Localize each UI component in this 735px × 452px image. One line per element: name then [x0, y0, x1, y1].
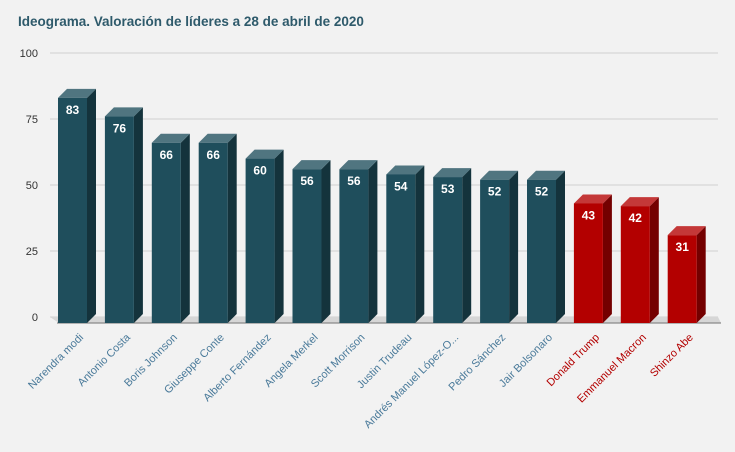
bar-top	[527, 170, 565, 180]
bar-front	[480, 179, 510, 323]
data-label: 76	[113, 121, 127, 135]
bar-top	[151, 133, 190, 143]
bar	[527, 170, 565, 323]
bar-side	[556, 170, 565, 323]
bar-top	[292, 160, 331, 170]
data-label: 52	[488, 185, 502, 199]
bar-top	[667, 226, 706, 236]
bar-front	[386, 174, 416, 323]
data-label: 56	[347, 174, 361, 188]
bar-front	[620, 206, 650, 323]
y-tick-label: 0	[32, 312, 38, 324]
bar-top	[339, 160, 378, 170]
bar-top	[198, 133, 237, 143]
bar	[151, 133, 190, 323]
data-label: 83	[66, 103, 80, 117]
bar-side	[368, 160, 378, 323]
data-label: 66	[207, 148, 221, 162]
bar-side	[274, 149, 284, 323]
bar-side	[696, 226, 706, 323]
bar	[339, 160, 378, 323]
bar-side	[462, 168, 472, 323]
bar-top	[386, 165, 425, 175]
bar-front	[339, 169, 369, 323]
bar-top	[620, 197, 659, 207]
bar	[58, 88, 96, 323]
data-label: 43	[582, 208, 596, 222]
bar-top	[480, 170, 519, 180]
bar	[292, 160, 331, 323]
data-label: 60	[253, 164, 267, 178]
bar	[620, 197, 659, 323]
bar	[480, 170, 519, 323]
bar-side	[227, 133, 237, 323]
bar-front	[151, 142, 181, 323]
bar-top	[433, 168, 472, 178]
bar-side	[180, 133, 190, 323]
bar-front	[667, 235, 697, 323]
y-tick-label: 100	[20, 48, 38, 60]
bar	[573, 194, 612, 323]
y-tick-label: 75	[26, 114, 38, 126]
bar	[433, 168, 472, 323]
bar-front	[58, 97, 87, 323]
bar	[245, 149, 284, 323]
data-label: 53	[441, 182, 455, 196]
bar-front	[292, 169, 322, 323]
bar-front	[573, 203, 603, 323]
bar-side	[602, 194, 612, 323]
bar-front	[433, 177, 463, 323]
bar-front	[198, 142, 228, 323]
chart-title: Ideograma. Valoración de líderes a 28 de…	[18, 14, 364, 29]
bar-front	[527, 179, 556, 323]
data-label: 66	[160, 148, 174, 162]
data-label: 54	[394, 179, 408, 193]
bar-front	[245, 158, 275, 323]
chart-floor	[50, 317, 721, 323]
bar-top	[104, 107, 143, 117]
bar-top	[245, 149, 284, 159]
y-tick-label: 50	[26, 180, 38, 192]
x-tick-label: Andrés Manuel López-O...	[362, 332, 461, 431]
x-tick-label: Shinzo Abe	[648, 332, 696, 380]
bar-top	[58, 88, 96, 98]
data-label: 52	[535, 185, 549, 199]
data-label: 56	[300, 174, 314, 188]
y-tick-label: 25	[26, 246, 38, 258]
data-label: 31	[676, 240, 690, 254]
bar-side	[509, 170, 519, 323]
bar-front	[104, 116, 134, 323]
bar	[386, 165, 425, 323]
bar-side	[133, 107, 143, 323]
data-label: 42	[629, 211, 643, 225]
bar-top	[573, 194, 612, 204]
bar	[198, 133, 237, 323]
bar-side	[321, 160, 331, 323]
bar	[104, 107, 143, 323]
bar-side	[87, 88, 96, 323]
bar	[667, 226, 706, 323]
bar-side	[649, 197, 659, 323]
bar-side	[415, 165, 425, 323]
